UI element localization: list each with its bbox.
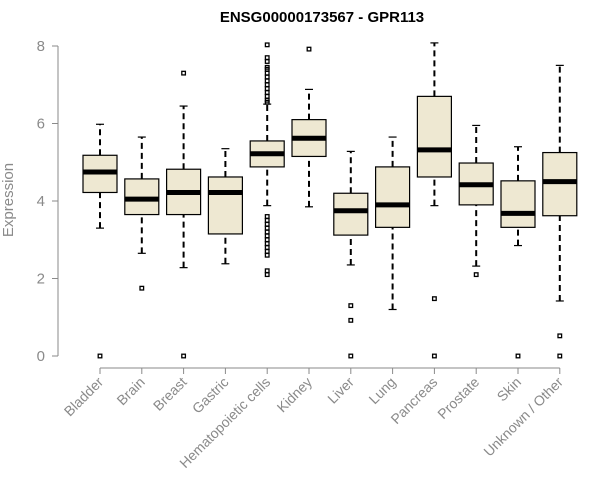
outlier-point [264, 245, 270, 250]
x-tick-label: Lung [365, 374, 398, 407]
iqr-box [333, 192, 369, 236]
outlier-point [348, 317, 354, 323]
outlier-point [264, 59, 270, 64]
outlier-point [264, 237, 270, 243]
box-group-5 [249, 42, 285, 278]
outlier-point [264, 55, 270, 61]
box-group-6 [291, 46, 327, 208]
iqr-box [542, 151, 578, 217]
x-tick-label: Unknown / Other [480, 374, 566, 460]
box-group-8 [375, 136, 411, 311]
plot-area [82, 42, 578, 359]
y-tick-label: 6 [37, 116, 45, 133]
x-tick-label: Brain [113, 374, 147, 408]
outlier-point [557, 333, 563, 339]
y-tick-label: 0 [37, 348, 45, 365]
outlier-point [264, 82, 270, 88]
outlier-point [306, 46, 312, 52]
outlier-point [264, 252, 270, 258]
outlier-point [264, 268, 270, 274]
iqr-box [375, 166, 411, 228]
outlier-point [264, 64, 270, 70]
y-axis-label: Expression [0, 163, 17, 237]
x-tick-label: Liver [324, 374, 357, 407]
box-group-2 [124, 136, 160, 291]
outlier-point [264, 214, 270, 219]
outlier-point [264, 90, 270, 95]
outlier-point [97, 353, 103, 359]
box-group-7 [333, 150, 369, 359]
outlier-point [181, 353, 187, 359]
x-tick-label: Bladder [61, 374, 107, 420]
box-group-1 [82, 123, 118, 359]
outlier-point [431, 353, 437, 359]
outlier-point [557, 353, 563, 359]
outlier-point [264, 93, 270, 99]
x-tick-label: Skin [494, 374, 525, 405]
outlier-point [264, 74, 270, 80]
outlier-point [264, 78, 270, 84]
box-group-4 [207, 148, 243, 265]
outlier-point [264, 248, 270, 254]
outlier-point [264, 86, 270, 92]
box-group-3 [166, 70, 202, 359]
y-tick-label: 2 [37, 271, 45, 288]
outlier-point [139, 285, 145, 291]
outlier-point [264, 225, 270, 231]
outlier-point [348, 303, 354, 309]
outlier-point [264, 217, 270, 223]
y-tick-label: 8 [37, 38, 45, 55]
x-tick-label: Breast [150, 374, 190, 414]
outlier-point [515, 353, 521, 359]
iqr-box [500, 180, 536, 228]
chart-title: ENSG00000173567 - GPR113 [220, 9, 424, 26]
outlier-point [264, 229, 270, 235]
box-group-12 [542, 64, 578, 359]
x-tick-label: Prostate [434, 374, 482, 422]
outlier-point [473, 272, 479, 278]
outlier-point [264, 233, 270, 239]
outlier-point [264, 221, 270, 227]
x-tick-label: Kidney [274, 374, 316, 416]
outlier-point [181, 70, 187, 76]
iqr-box [207, 176, 243, 235]
box-group-10 [458, 124, 494, 278]
box-group-9 [416, 42, 452, 359]
outlier-point [348, 353, 354, 359]
y-axis: 0 2 4 6 8 [37, 38, 59, 365]
outlier-point [264, 272, 270, 278]
outlier-point [264, 241, 270, 247]
outlier-point [264, 70, 270, 76]
y-tick-label: 4 [37, 193, 45, 210]
box-group-11 [500, 146, 536, 359]
iqr-box [416, 95, 452, 178]
outlier-point [264, 42, 270, 48]
outlier-point [431, 296, 437, 302]
